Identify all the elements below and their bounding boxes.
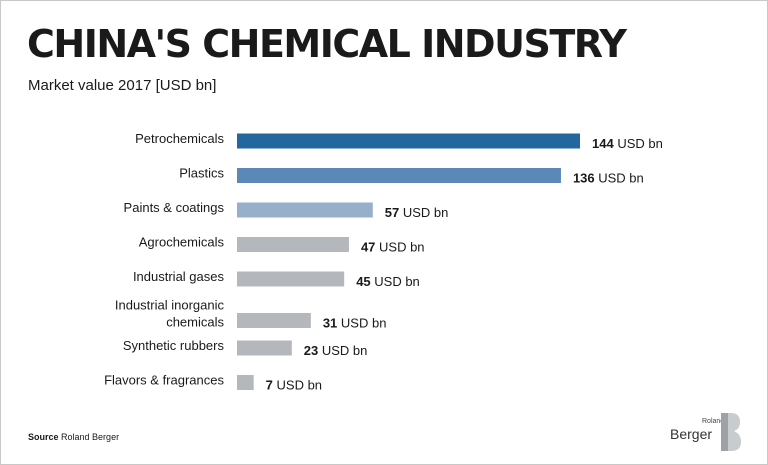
bar xyxy=(237,340,292,356)
value-label: 136 USD bn xyxy=(573,171,644,186)
value-label: 23 USD bn xyxy=(304,343,368,358)
category-label: Paints & coatings xyxy=(124,200,225,215)
bar-chart: Petrochemicals 144 USD bn Plastics 136 USD … xyxy=(104,131,663,393)
category-label: Industrial gases xyxy=(133,269,225,284)
bar xyxy=(237,168,561,183)
value-label: 47 USD bn xyxy=(361,240,425,255)
source-note: Source Roland Berger xyxy=(28,432,119,442)
category-label: Industrial inorganic chemicals xyxy=(115,298,225,330)
value-label: 45 USD bn xyxy=(356,274,420,289)
chart-title: CHINA'S CHEMICAL INDUSTRY xyxy=(27,22,627,66)
bar xyxy=(237,313,311,328)
bar xyxy=(237,202,373,218)
category-label: Synthetic rubbers xyxy=(123,338,225,353)
bar xyxy=(237,271,345,287)
value-label: 31 USD bn xyxy=(323,316,387,331)
roland-berger-logo: Roland Berger xyxy=(670,412,742,454)
chart-subtitle: Market value 2017 [USD bn] xyxy=(28,77,217,94)
bar xyxy=(237,237,349,252)
value-label: 144 USD bn xyxy=(592,136,663,151)
category-label: Agrochemicals xyxy=(139,235,225,250)
bar xyxy=(237,133,580,149)
category-label: Flavors & fragrances xyxy=(104,373,224,388)
category-label: Plastics xyxy=(179,166,224,181)
value-label: 7 USD bn xyxy=(266,378,322,393)
bar xyxy=(237,375,254,390)
category-label: Petrochemicals xyxy=(135,131,224,146)
logo-b-mark-icon xyxy=(721,413,741,451)
value-label: 57 USD bn xyxy=(385,205,449,220)
source-text: Roland Berger xyxy=(61,432,120,442)
source-label: Source xyxy=(28,432,59,442)
logo-small-text: Roland xyxy=(702,418,725,425)
logo-big-text: Berger xyxy=(670,426,713,442)
